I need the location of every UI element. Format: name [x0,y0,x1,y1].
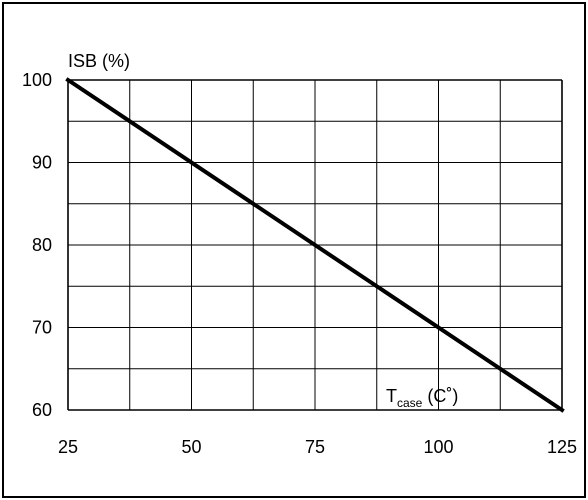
x-axis-label: Tcase (C˚) [386,386,458,410]
x-tick-labels: 25 50 75 100 125 [58,437,577,457]
x-axis-label-main: T [386,386,397,406]
x-tick-label: 75 [305,437,325,457]
y-tick-label: 100 [22,70,52,90]
x-tick-label: 125 [547,437,577,457]
x-axis-label-subscript: case [397,396,423,410]
series-line-0 [65,77,565,413]
x-tick-label: 100 [423,437,453,457]
y-tick-labels: 60 70 80 90 100 [22,70,52,420]
series-layer [65,77,565,413]
x-axis-label-unit: (C˚) [422,386,458,406]
x-tick-label: 25 [58,437,78,457]
y-tick-label: 60 [32,400,52,420]
y-tick-label: 90 [32,153,52,173]
y-tick-label: 80 [32,235,52,255]
y-axis-label: ISB (%) [68,51,130,71]
x-tick-label: 50 [181,437,201,457]
y-tick-label: 70 [32,318,52,338]
grid [67,79,563,411]
